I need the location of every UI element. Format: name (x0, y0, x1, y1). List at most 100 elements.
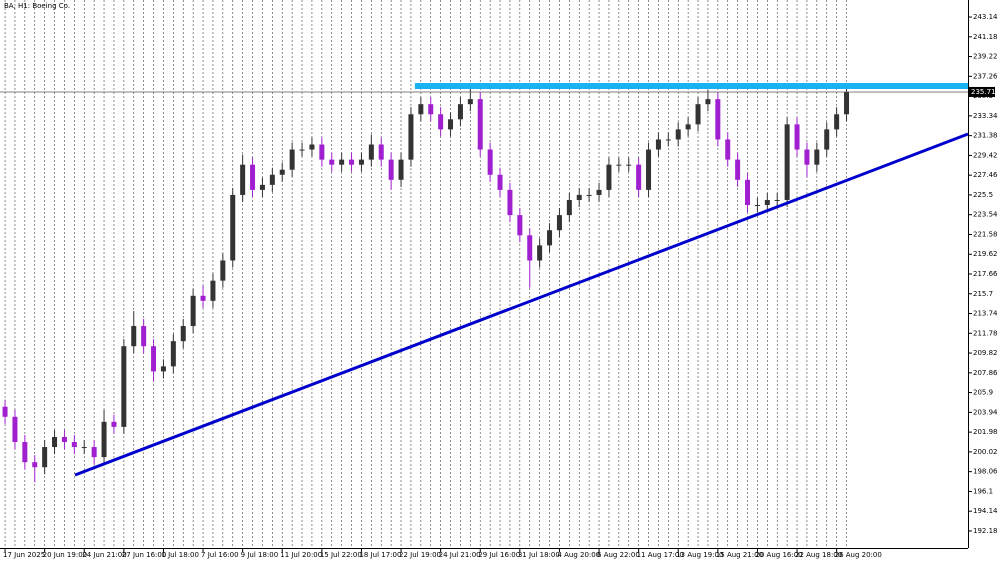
candle-body (91, 447, 97, 458)
candle-body (131, 326, 137, 347)
y-tick-label: 213.74 (973, 310, 998, 318)
candle-body (309, 144, 315, 150)
y-tick-label: 201.98 (973, 428, 998, 436)
y-tick-label: 219.62 (973, 250, 998, 258)
x-tick-label: 29 Jul 16:00 (478, 551, 520, 559)
candle-body (477, 99, 483, 150)
y-tick-label: 243.14 (973, 13, 998, 21)
x-tick-label: 6 Aug 22:00 (597, 551, 640, 559)
candle-body (616, 164, 622, 166)
chart-title: BA, H1: Boeing Co. (4, 2, 70, 10)
candle-body (299, 149, 305, 151)
candle-body (259, 184, 265, 190)
candle-body (200, 295, 206, 301)
candle-body (279, 169, 285, 175)
x-tick-label: 24 Jun 21:00 (82, 551, 126, 559)
y-tick-label: 223.54 (973, 211, 998, 219)
candle-body (71, 442, 77, 448)
candle-body (22, 442, 28, 463)
x-tick-label: 4 Aug 20:00 (557, 551, 600, 559)
candle-body (81, 447, 87, 449)
candle-body (170, 341, 176, 367)
candle-body (220, 260, 226, 281)
candle-body (675, 129, 681, 140)
candle-body (12, 416, 18, 443)
y-tick-label: 207.86 (973, 369, 998, 377)
y-tick-label: 217.66 (973, 270, 998, 278)
candle-body (368, 144, 374, 160)
candle-body (141, 326, 147, 347)
y-tick-label: 221.58 (973, 230, 998, 238)
candle-body (556, 215, 562, 231)
y-tick-label: 229.42 (973, 151, 998, 159)
y-tick-label: 241.18 (973, 33, 998, 41)
y-tick-label: 233.34 (973, 112, 998, 120)
candle-body (606, 164, 612, 190)
y-tick-label: 192.18 (973, 527, 998, 535)
candle-body (665, 139, 671, 141)
candle-body (448, 119, 454, 130)
candle-body (121, 346, 127, 427)
candle-body (685, 124, 691, 130)
candle-body (646, 149, 652, 190)
y-tick-label: 215.7 (973, 290, 993, 298)
candle-body (764, 199, 770, 206)
x-tick-label: 18 Jul 17:00 (359, 551, 401, 559)
x-tick-label: 11 Aug 17:00 (637, 551, 684, 559)
x-tick-label: 24 Jul 21:00 (439, 551, 481, 559)
x-tick-label: 15 Jul 22:00 (320, 551, 362, 559)
candle-body (487, 149, 493, 175)
candle-body (834, 114, 840, 130)
candle-body (745, 179, 751, 206)
x-tick-label: 9 Jul 18:00 (241, 551, 279, 559)
x-tick-label: 7 Jul 16:00 (201, 551, 239, 559)
candle-body (814, 149, 820, 165)
x-tick-label: 22 Jul 19:00 (399, 551, 441, 559)
candle-body (339, 159, 345, 165)
y-tick-label: 227.46 (973, 171, 998, 179)
y-tick-label: 196.1 (973, 487, 993, 495)
y-tick-label: 200.02 (973, 448, 998, 456)
x-tick-label: 15 Aug 21:00 (716, 551, 763, 559)
candle-body (636, 164, 642, 190)
candle-body (784, 124, 790, 200)
marks (0, 83, 969, 483)
y-tick-label: 225.5 (973, 191, 993, 199)
candle-body (626, 164, 632, 166)
candle-body (398, 159, 404, 180)
candle-body (824, 129, 830, 150)
candle-body (576, 194, 582, 200)
candle-body (378, 144, 384, 160)
candle-body (725, 139, 731, 160)
candle-body (774, 199, 780, 201)
candle-body (269, 174, 275, 185)
candle-body (42, 447, 48, 468)
x-tick-label: 27 Jun 16:00 (122, 551, 166, 559)
candle-body (438, 114, 444, 130)
candle-body (655, 139, 661, 150)
candle-body (190, 295, 196, 327)
candle-body (527, 235, 533, 261)
candle-body (428, 104, 434, 115)
last-price-label: 235.71 (971, 88, 996, 96)
candle-body (418, 104, 424, 115)
candle-body (715, 99, 721, 140)
candle-body (547, 230, 553, 246)
candle-body (388, 159, 394, 180)
candle-body (695, 104, 701, 125)
y-tick-label: 198.06 (973, 468, 998, 476)
candle-body (497, 174, 503, 190)
x-tick-label: 22 Aug 18:00 (795, 551, 842, 559)
candle-body (52, 436, 58, 448)
x-tick-label: 11 Jul 20:00 (280, 551, 322, 559)
candle-body (804, 149, 810, 165)
x-tick-label: 20 Jun 19:00 (43, 551, 87, 559)
candle-body (240, 164, 246, 195)
candle-body (329, 159, 335, 165)
candle-body (61, 436, 67, 443)
candle-body (319, 144, 325, 160)
candle-body (358, 159, 364, 165)
y-tick-label: 211.78 (973, 329, 998, 337)
